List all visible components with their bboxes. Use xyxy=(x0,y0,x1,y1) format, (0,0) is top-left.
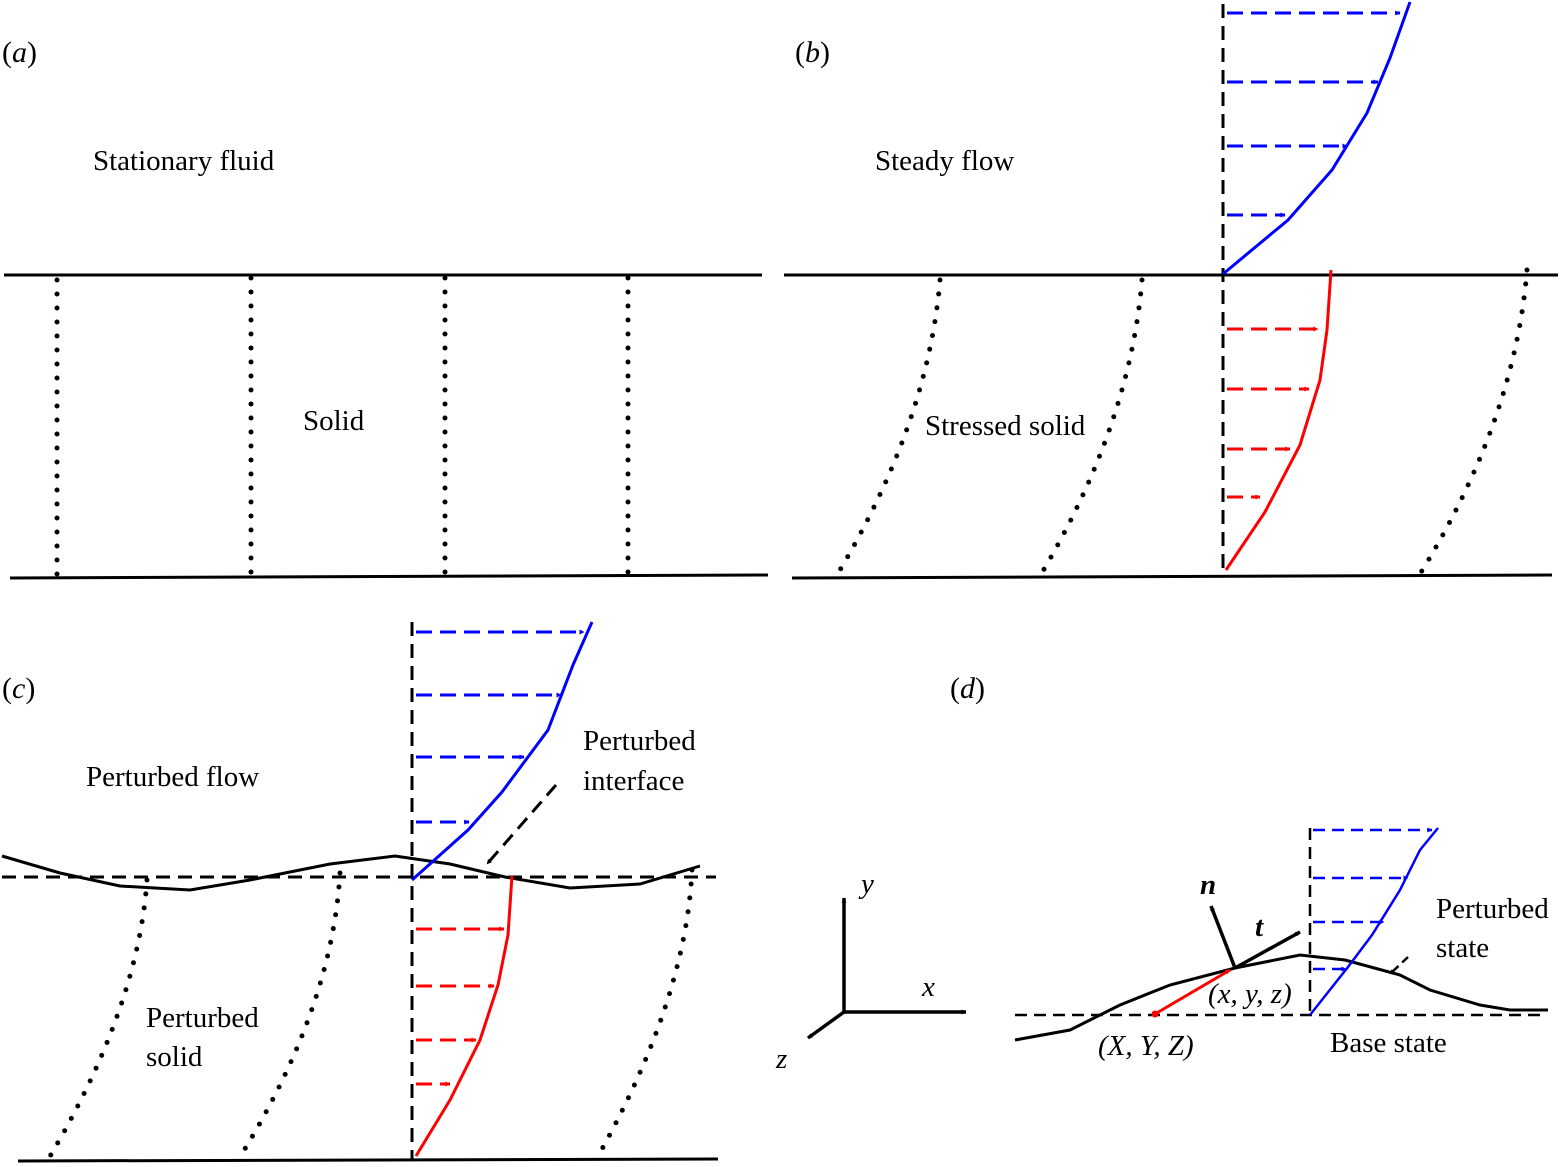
panel-d-normal-vector-arrow xyxy=(1209,905,1237,969)
coordinate-axes: y x z xyxy=(775,868,967,1075)
panel-a-bottom-line xyxy=(9,573,769,580)
panel-b-velocity-profile xyxy=(1222,1,1412,276)
panel-c-interface-label-line2: interface xyxy=(583,765,684,797)
panel-a-fluid-label: Stationary fluid xyxy=(93,145,275,177)
panel-b-material-line xyxy=(1417,267,1530,577)
panel-c-tag: (c) xyxy=(2,672,35,705)
panel-b-fluid-label: Steady flow xyxy=(875,145,1014,177)
panel-d-normal-label: n xyxy=(1200,869,1216,901)
panel-d-base-point xyxy=(1151,1010,1159,1018)
panel-a-solid-label: Solid xyxy=(303,405,365,437)
panel-d-tangent-vector-arrow xyxy=(1234,930,1301,970)
panel-d-perturbed-state-line1: Perturbed xyxy=(1436,893,1549,925)
panel-d-tangent-label: t xyxy=(1255,911,1264,943)
panel-d-tag: (d) xyxy=(950,672,985,705)
panel-c-material-line xyxy=(594,867,695,1161)
panel-c-velocity-profile xyxy=(411,621,594,882)
panel-c-displacement-profile xyxy=(414,875,514,1157)
panel-c-perturbed-interface xyxy=(1,854,701,892)
panel-d-displacement-arrow xyxy=(1154,968,1231,1016)
panel-c-solid-label-line2: solid xyxy=(146,1041,203,1073)
panel-c-fluid-label: Perturbed flow xyxy=(86,761,259,793)
x-axis-label: x xyxy=(921,971,935,1003)
panel-d-perturbed-state-line2: state xyxy=(1436,932,1489,964)
y-axis-label: y xyxy=(858,868,874,900)
panel-b-solid-label: Stressed solid xyxy=(925,410,1086,442)
panel-c-bottom-line xyxy=(17,1157,719,1163)
panel-b-bottom-line xyxy=(791,573,1553,580)
panel-d-perturbed-interface xyxy=(1014,953,1548,1042)
panel-c-interface-label-line1: Perturbed xyxy=(583,725,696,757)
panel-d-state-pointer-arrow xyxy=(1389,956,1409,975)
panel-b-displacement-profile xyxy=(1224,269,1333,571)
panel-a-tag: (a) xyxy=(2,36,37,69)
panel-d: (d) n t (x, y, z) (X, Y, Z) Perturbed st… xyxy=(950,672,1549,1062)
panel-c-interface-pointer-arrow xyxy=(485,784,558,865)
z-axis-label: z xyxy=(775,1043,787,1075)
panel-a: (a) Stationary fluid Solid xyxy=(2,36,769,585)
panel-d-base-point-label: (X, Y, Z) xyxy=(1098,1030,1194,1062)
panel-c-solid-label-line1: Perturbed xyxy=(146,1002,259,1034)
panel-b: (b) Steady flow Stressed solid xyxy=(784,1,1558,583)
z-axis-arrow xyxy=(806,1010,846,1040)
panel-d-perturbed-point-label: (x, y, z) xyxy=(1208,978,1292,1010)
panel-c-material-line xyxy=(43,877,150,1166)
panel-d-velocity-profile xyxy=(1309,827,1439,1016)
panel-b-tag: (b) xyxy=(795,36,830,69)
panel-d-base-state-label: Base state xyxy=(1330,1027,1447,1059)
panel-c: (c) Perturbed flow Perturbed interface P… xyxy=(1,621,719,1166)
